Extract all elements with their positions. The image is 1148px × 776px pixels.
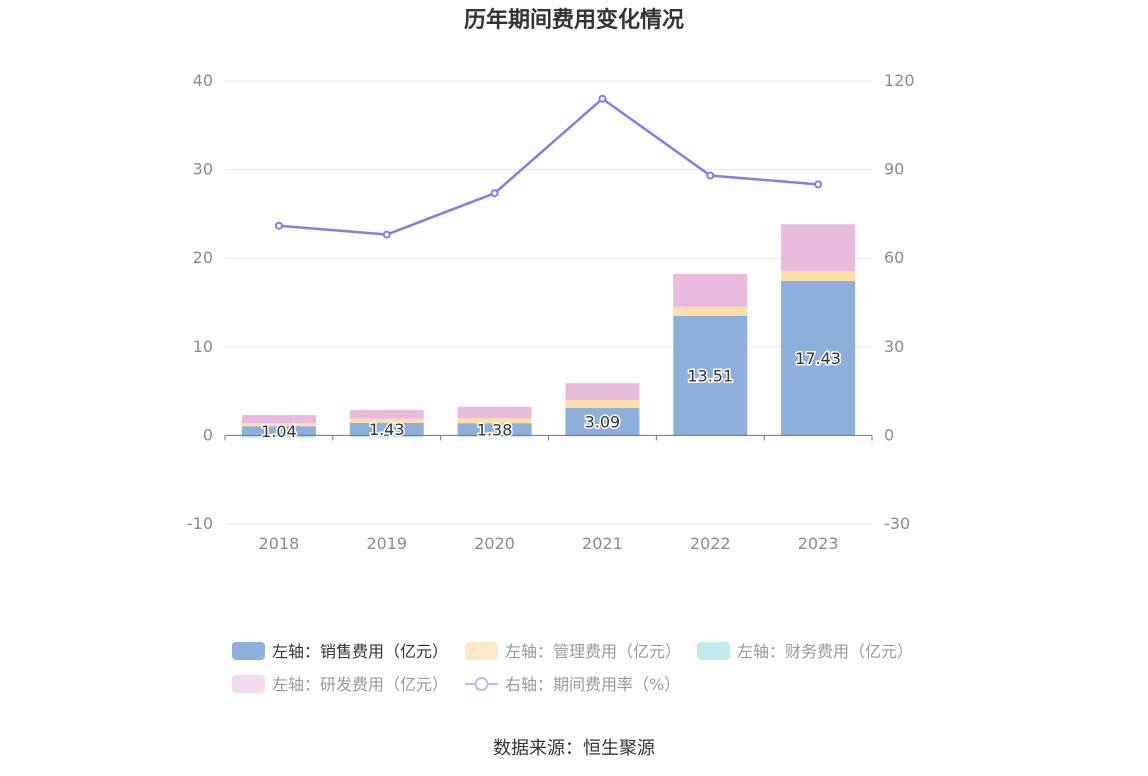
right-axis-tick-label: 90 xyxy=(884,160,904,179)
data-label: 1.04 xyxy=(261,422,297,441)
data-label: 1.38 xyxy=(477,420,513,439)
bar-segment xyxy=(457,435,532,437)
chart-title: 历年期间费用变化情况 xyxy=(464,7,684,33)
legend-label: 左轴：销售费用（亿元） xyxy=(272,642,448,661)
bar-segment xyxy=(241,426,316,436)
data-labels: 1.04 1.43 1.38 3.09 13.51 17.43 xyxy=(260,348,843,443)
bar-segment xyxy=(457,406,532,419)
axes: 40 30 20 10 0 -10 120 90 60 30 0 -30 2018 2019 2020 202… xyxy=(187,71,915,553)
legend-item: 左轴：研发费用（亿元） xyxy=(232,675,448,694)
right-axis-tick-label: 0 xyxy=(884,425,894,444)
legend: 左轴：销售费用（亿元） 左轴：管理费用（亿元） 左轴：财务费用（亿元） 左轴：研发费用… xyxy=(232,642,913,694)
legend-swatch xyxy=(232,675,265,693)
x-axis-tick-label: 2021 xyxy=(582,534,623,553)
bar-segment xyxy=(781,271,856,281)
left-axis-tick-label: 0 xyxy=(203,425,213,444)
x-axis-tick-label: 2022 xyxy=(690,534,731,553)
bar-segment xyxy=(457,418,532,424)
bar-segment xyxy=(781,280,856,436)
x-axis-tick-label: 2018 xyxy=(259,534,300,553)
data-label: 17.43 xyxy=(795,349,841,368)
bar-segment xyxy=(349,418,424,423)
left-axis-tick-label: 30 xyxy=(193,160,213,179)
legend-item: 左轴：销售费用（亿元） xyxy=(232,642,448,661)
legend-item: 左轴：财务费用（亿元） xyxy=(697,642,913,661)
bar-segment xyxy=(349,422,424,436)
bar-segment xyxy=(349,435,424,438)
legend-item: 左轴：管理费用（亿元） xyxy=(465,642,681,661)
bar-segment xyxy=(565,400,640,409)
data-label: 3.09 xyxy=(585,413,621,432)
bar-segment xyxy=(241,415,316,424)
x-axis-tick-label: 2020 xyxy=(474,534,515,553)
legend-item: 右轴：期间费用率（%） xyxy=(465,675,680,694)
x-axis-tick-label: 2023 xyxy=(798,534,839,553)
x-axis-tick-label: 2019 xyxy=(366,534,407,553)
bar-segment xyxy=(673,315,748,436)
rate-point xyxy=(490,189,499,198)
bar-segment xyxy=(241,423,316,427)
data-label: 13.51 xyxy=(687,367,733,386)
data-label: 1.43 xyxy=(369,420,405,439)
legend-label: 左轴：研发费用（亿元） xyxy=(272,675,448,694)
left-axis-tick-label: 40 xyxy=(193,71,213,90)
legend-swatch xyxy=(465,642,498,660)
rate-point xyxy=(382,230,391,239)
source-note: 数据来源：恒生聚源 xyxy=(493,738,655,759)
line-layer xyxy=(274,94,823,239)
legend-swatch xyxy=(697,642,730,660)
bar-segment xyxy=(565,383,640,401)
legend-label: 左轴：财务费用（亿元） xyxy=(737,642,913,661)
bar-segment xyxy=(673,274,748,307)
bar-segment xyxy=(349,409,424,419)
grid-lines xyxy=(225,80,872,525)
right-axis-tick-label: 30 xyxy=(884,337,904,356)
rate-point xyxy=(706,171,715,180)
legend-marker xyxy=(474,677,489,691)
bar-segment xyxy=(457,423,532,436)
legend-label: 右轴：期间费用率（%） xyxy=(505,675,680,694)
bar-segment xyxy=(241,435,316,438)
left-axis-tick-label: -10 xyxy=(187,514,213,533)
left-axis-tick-label: 10 xyxy=(193,337,213,356)
rate-point xyxy=(274,221,283,230)
right-axis-tick-label: -30 xyxy=(884,514,910,533)
bar-segment xyxy=(673,306,748,316)
right-axis-tick-label: 120 xyxy=(884,71,915,90)
left-axis-tick-label: 20 xyxy=(193,248,213,267)
bar-layer xyxy=(241,224,856,438)
legend-swatch xyxy=(232,642,265,660)
rate-line xyxy=(278,97,819,236)
rate-point xyxy=(598,94,607,103)
bar-segment xyxy=(781,224,856,272)
legend-label: 左轴：管理费用（亿元） xyxy=(505,642,681,661)
right-axis-tick-label: 60 xyxy=(884,248,904,267)
rate-point xyxy=(814,180,823,189)
bar-segment xyxy=(565,408,640,436)
